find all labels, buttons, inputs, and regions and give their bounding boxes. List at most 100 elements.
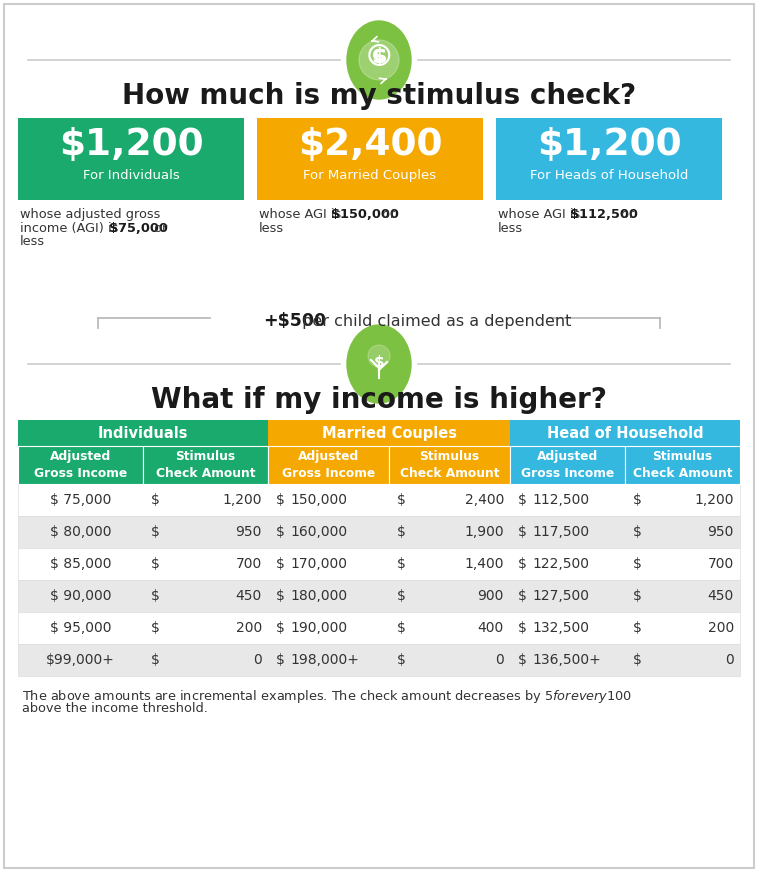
Text: 200: 200 xyxy=(236,621,262,635)
Text: 450: 450 xyxy=(236,589,262,603)
Text: $ 75,000: $ 75,000 xyxy=(50,493,111,507)
Text: $: $ xyxy=(397,589,406,603)
Text: For Individuals: For Individuals xyxy=(83,168,180,181)
FancyBboxPatch shape xyxy=(18,580,740,612)
Text: $: $ xyxy=(151,525,160,539)
Text: $: $ xyxy=(633,589,642,603)
Ellipse shape xyxy=(347,325,411,403)
Text: $: $ xyxy=(518,493,527,507)
Text: $: $ xyxy=(518,621,527,635)
Text: $: $ xyxy=(518,653,527,667)
Text: Stimulus
Check Amount: Stimulus Check Amount xyxy=(155,450,255,480)
Text: 0: 0 xyxy=(725,653,734,667)
Text: 1,200: 1,200 xyxy=(694,493,734,507)
Text: $150,000: $150,000 xyxy=(331,208,399,221)
Text: 122,500: 122,500 xyxy=(532,557,589,571)
Text: $1,200: $1,200 xyxy=(537,127,681,163)
Text: $: $ xyxy=(374,355,384,370)
Text: $: $ xyxy=(151,653,160,667)
Text: $: $ xyxy=(518,525,527,539)
Text: 160,000: 160,000 xyxy=(290,525,347,539)
Text: 170,000: 170,000 xyxy=(290,557,347,571)
Text: $: $ xyxy=(151,493,160,507)
FancyBboxPatch shape xyxy=(18,446,143,484)
Text: $: $ xyxy=(397,493,406,507)
Text: less: less xyxy=(498,221,523,235)
Text: What if my income is higher?: What if my income is higher? xyxy=(151,386,607,414)
Text: $: $ xyxy=(633,653,642,667)
Text: 1,200: 1,200 xyxy=(223,493,262,507)
FancyBboxPatch shape xyxy=(4,4,754,868)
Text: 180,000: 180,000 xyxy=(290,589,347,603)
Text: 190,000: 190,000 xyxy=(290,621,347,635)
Text: less: less xyxy=(20,235,45,248)
FancyBboxPatch shape xyxy=(143,446,268,484)
Text: $ 85,000: $ 85,000 xyxy=(50,557,111,571)
Text: 150,000: 150,000 xyxy=(290,493,347,507)
FancyBboxPatch shape xyxy=(510,446,625,484)
Text: $ 80,000: $ 80,000 xyxy=(50,525,111,539)
FancyBboxPatch shape xyxy=(18,516,740,548)
Text: less: less xyxy=(259,221,284,235)
Text: 400: 400 xyxy=(478,621,504,635)
Text: 450: 450 xyxy=(708,589,734,603)
FancyBboxPatch shape xyxy=(625,446,740,484)
FancyBboxPatch shape xyxy=(496,118,722,200)
Text: $: $ xyxy=(633,621,642,635)
Text: 127,500: 127,500 xyxy=(532,589,589,603)
Text: Adjusted
Gross Income: Adjusted Gross Income xyxy=(282,450,375,480)
Text: Adjusted
Gross Income: Adjusted Gross Income xyxy=(34,450,127,480)
Text: Stimulus
Check Amount: Stimulus Check Amount xyxy=(399,450,500,480)
FancyBboxPatch shape xyxy=(257,118,483,200)
Text: $: $ xyxy=(151,557,160,571)
Text: 200: 200 xyxy=(708,621,734,635)
Text: $: $ xyxy=(276,589,285,603)
Text: Married Couples: Married Couples xyxy=(321,426,456,440)
Text: $: $ xyxy=(397,525,406,539)
Text: $: $ xyxy=(633,557,642,571)
Circle shape xyxy=(368,345,390,367)
Text: $: $ xyxy=(276,653,285,667)
Text: Stimulus
Check Amount: Stimulus Check Amount xyxy=(633,450,732,480)
FancyBboxPatch shape xyxy=(510,420,740,446)
Text: $: $ xyxy=(518,589,527,603)
Text: 700: 700 xyxy=(236,557,262,571)
FancyBboxPatch shape xyxy=(18,118,244,200)
Text: 117,500: 117,500 xyxy=(532,525,589,539)
Text: $: $ xyxy=(276,621,285,635)
Text: $ 90,000: $ 90,000 xyxy=(50,589,111,603)
Text: $: $ xyxy=(276,525,285,539)
Text: per child claimed as a dependent: per child claimed as a dependent xyxy=(297,314,572,329)
Text: $2,400: $2,400 xyxy=(298,127,442,163)
Text: 2,400: 2,400 xyxy=(465,493,504,507)
Ellipse shape xyxy=(347,21,411,99)
Text: Individuals: Individuals xyxy=(98,426,188,440)
Text: 950: 950 xyxy=(236,525,262,539)
Text: 0: 0 xyxy=(253,653,262,667)
Text: 0: 0 xyxy=(495,653,504,667)
FancyBboxPatch shape xyxy=(18,612,740,644)
Text: $ 95,000: $ 95,000 xyxy=(50,621,111,635)
Text: $: $ xyxy=(151,589,160,603)
Text: Adjusted
Gross Income: Adjusted Gross Income xyxy=(521,450,614,480)
Text: $: $ xyxy=(397,621,406,635)
Text: 1,400: 1,400 xyxy=(465,557,504,571)
Text: whose AGI is: whose AGI is xyxy=(259,208,346,221)
Text: 700: 700 xyxy=(708,557,734,571)
Text: $: $ xyxy=(276,557,285,571)
Text: 900: 900 xyxy=(478,589,504,603)
Text: $75,000: $75,000 xyxy=(109,221,168,235)
Text: or: or xyxy=(378,208,396,221)
Text: or: or xyxy=(150,221,168,235)
Text: $112,500: $112,500 xyxy=(570,208,638,221)
Text: $: $ xyxy=(633,493,642,507)
Text: How much is my stimulus check?: How much is my stimulus check? xyxy=(122,82,636,110)
Text: For Heads of Household: For Heads of Household xyxy=(530,168,688,181)
Text: above the income threshold.: above the income threshold. xyxy=(22,702,208,715)
Text: 136,500+: 136,500+ xyxy=(532,653,601,667)
Text: $: $ xyxy=(518,557,527,571)
FancyBboxPatch shape xyxy=(18,484,740,516)
Text: The above amounts are incremental examples. The check amount decreases by $5 for: The above amounts are incremental exampl… xyxy=(22,688,632,705)
Text: or: or xyxy=(617,208,634,221)
Text: 132,500: 132,500 xyxy=(532,621,589,635)
